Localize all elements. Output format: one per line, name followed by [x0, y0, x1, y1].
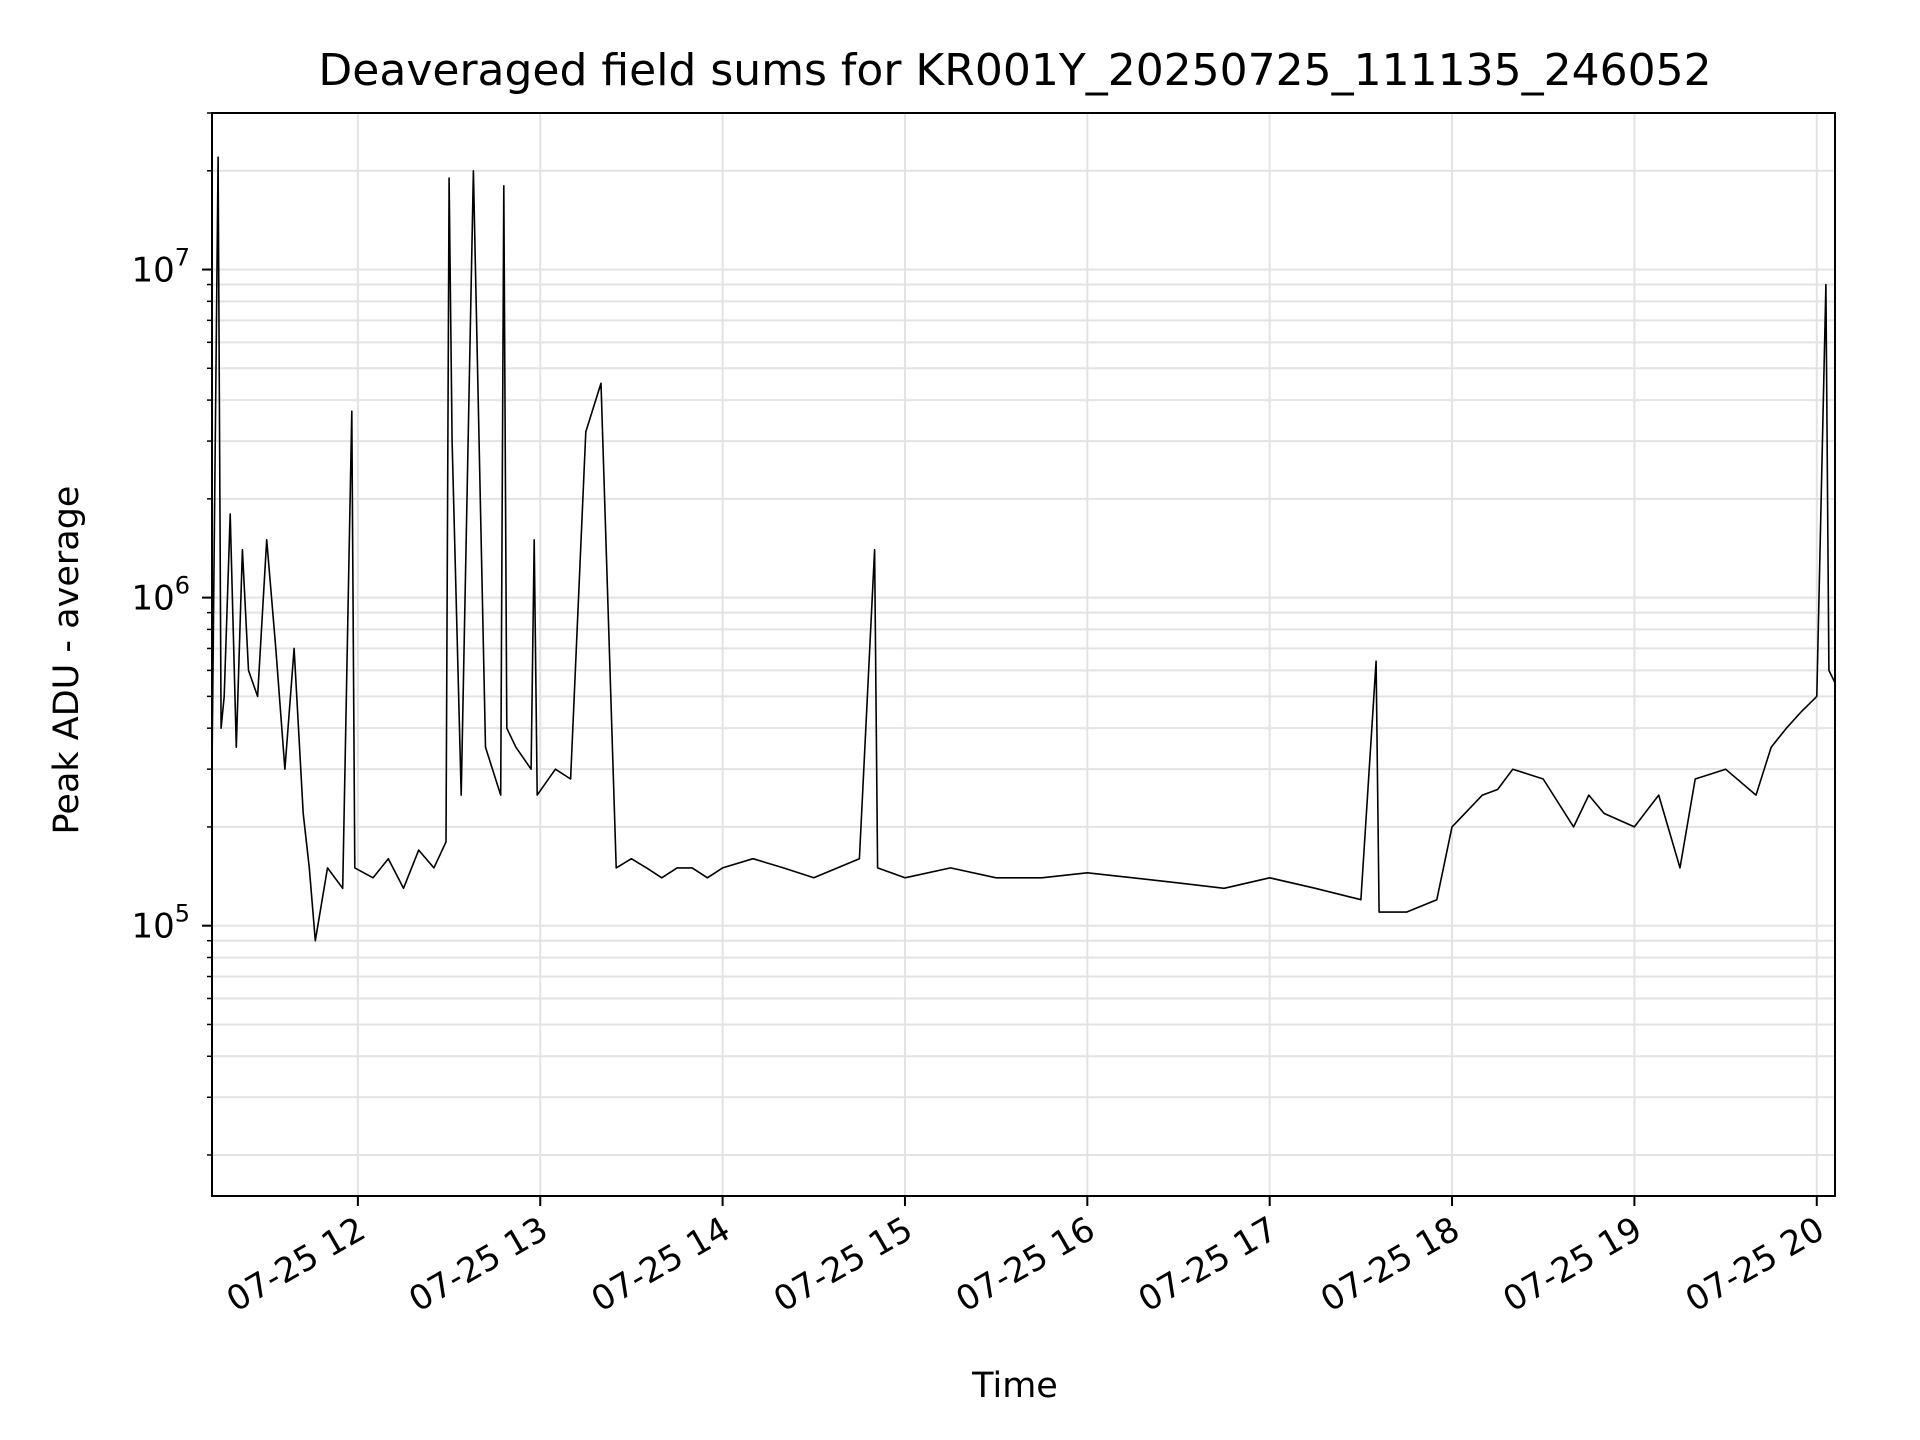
series-line: [211, 156, 1836, 942]
grid: [212, 112, 1835, 1196]
y-tick-label: 105: [131, 900, 190, 947]
y-tick-label: 106: [131, 572, 190, 619]
y-axis-title: Peak ADU - average: [47, 486, 87, 835]
x-axis-title: Time: [971, 1366, 1058, 1406]
y-tick-label: 107: [131, 244, 190, 291]
chart-title: Deaveraged field sums for KR001Y_2025072…: [318, 45, 1711, 96]
series-line-group: [211, 156, 1836, 942]
plot-frame: [211, 112, 1836, 1197]
